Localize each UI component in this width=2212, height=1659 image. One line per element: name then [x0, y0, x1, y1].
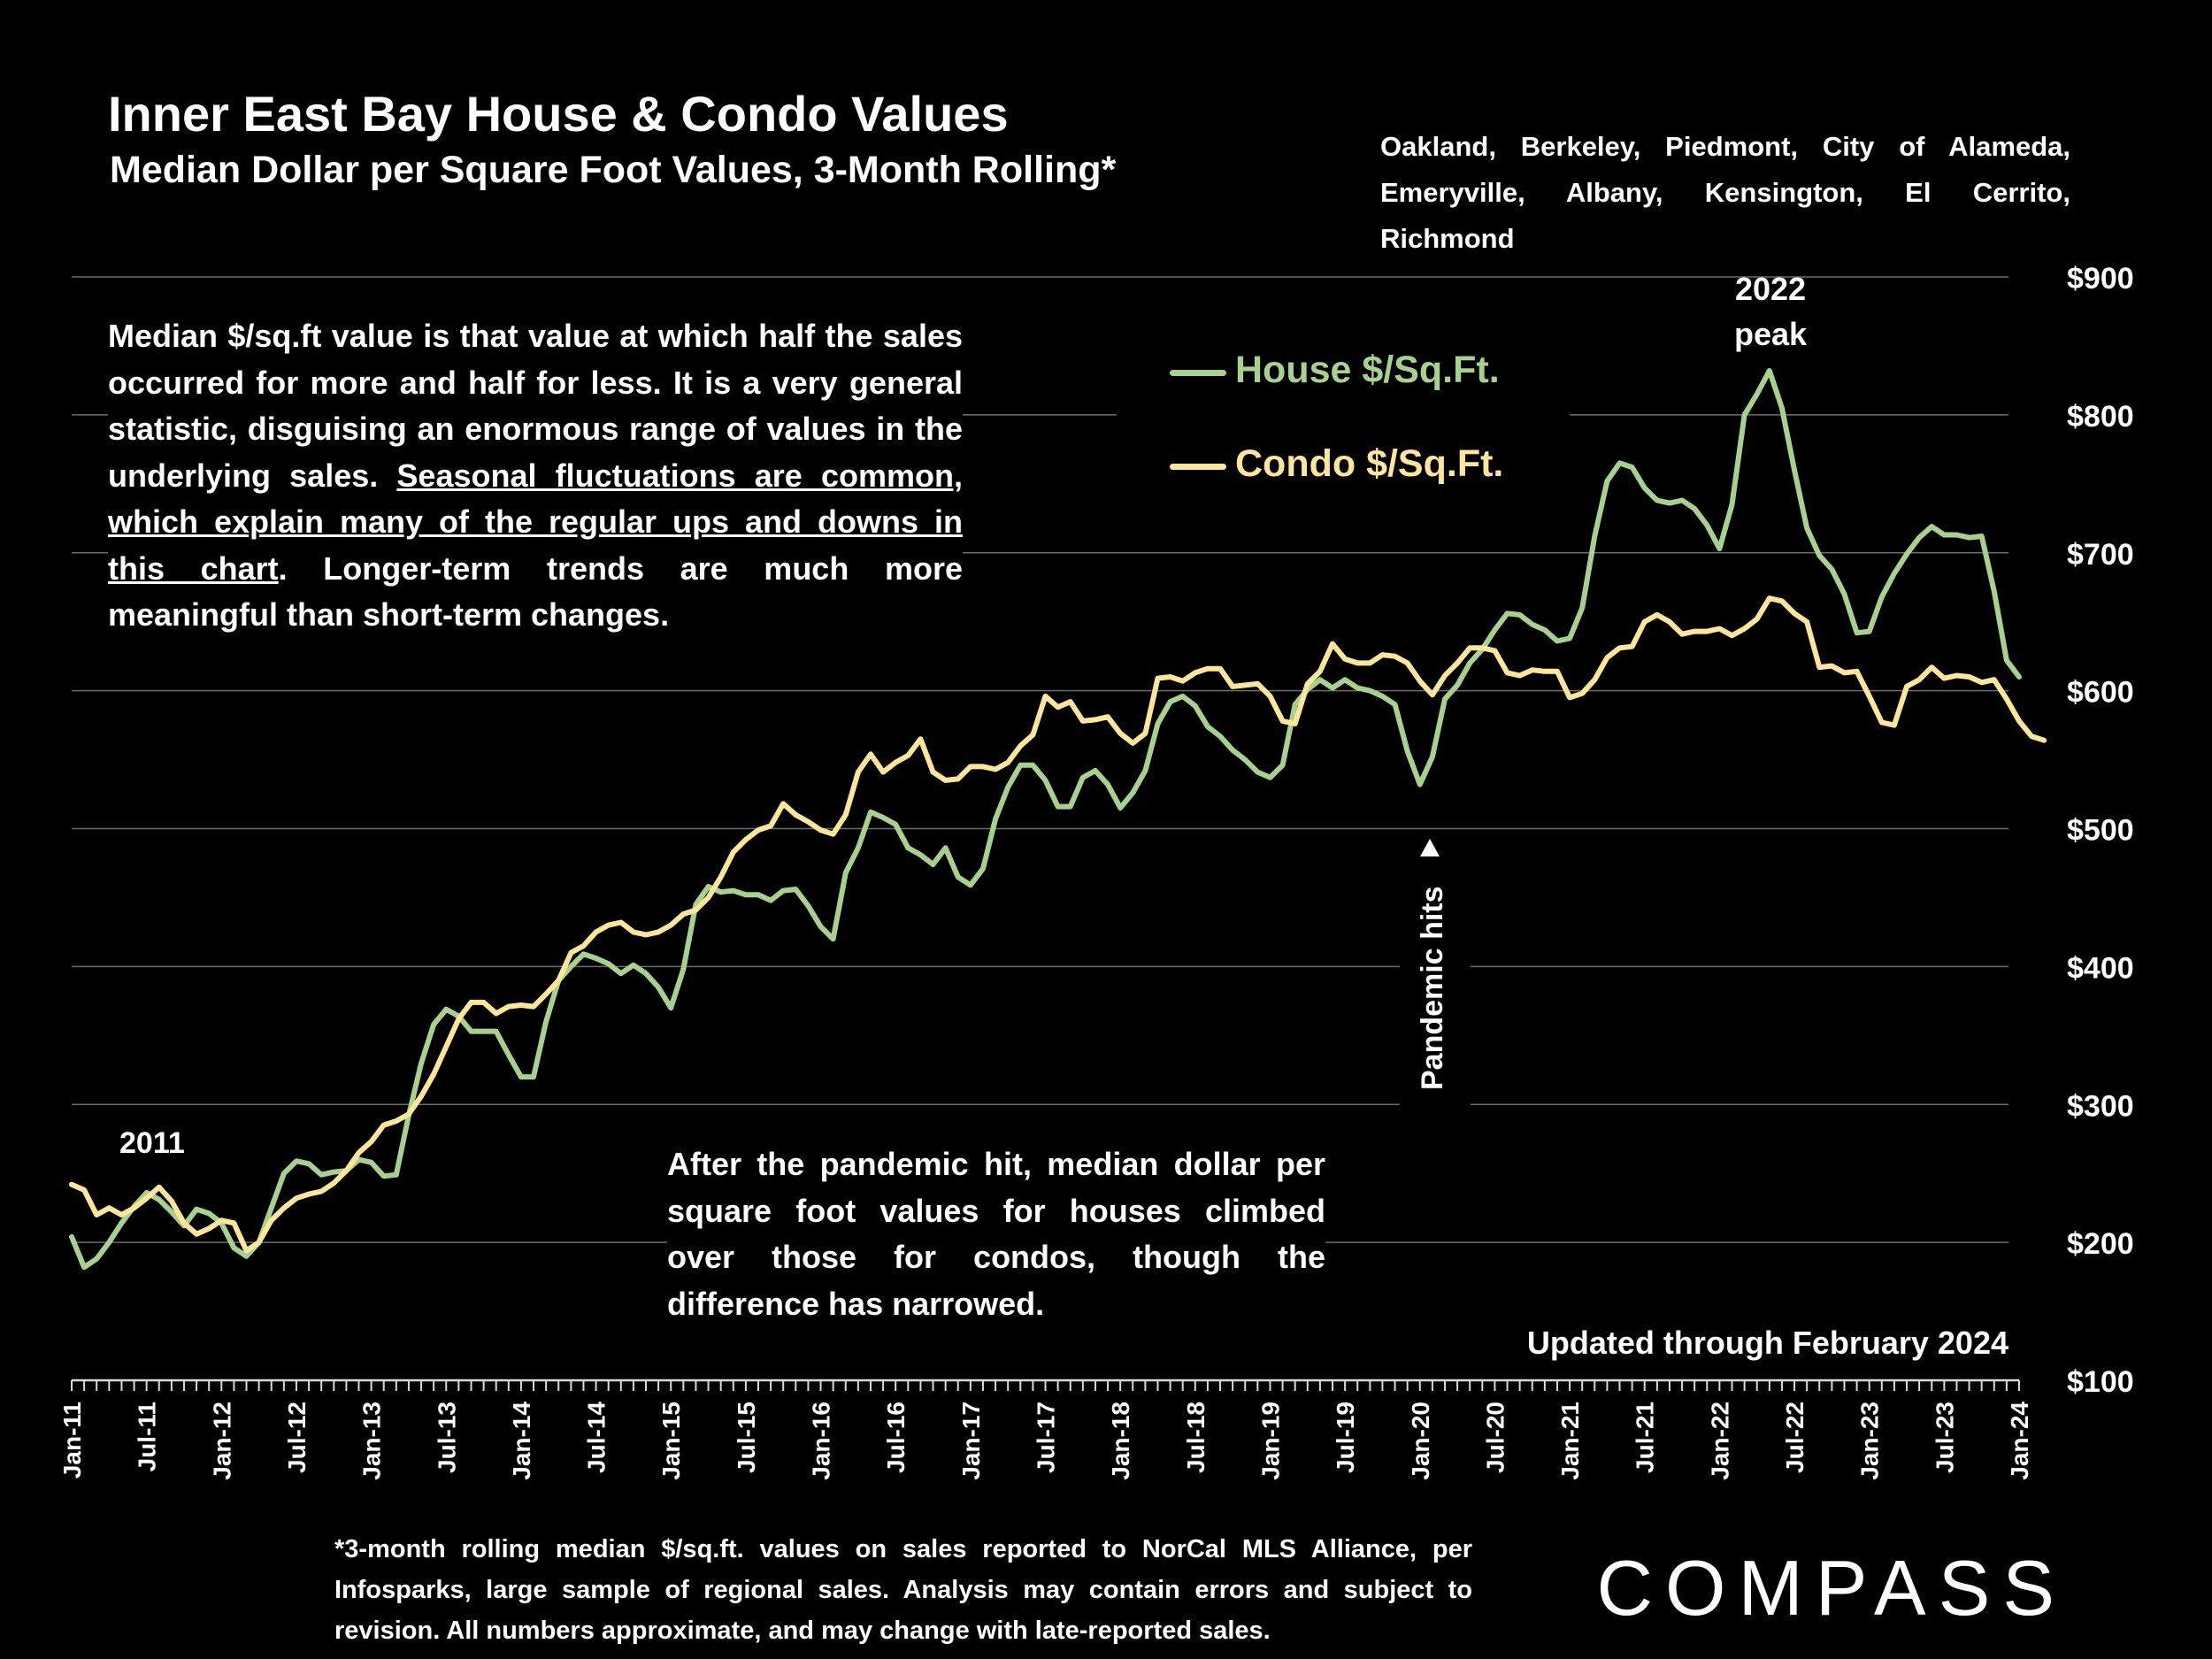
y-tick-label: $600 — [2067, 676, 2134, 710]
pandemic-note: After the pandemic hit, median dollar pe… — [667, 1141, 1325, 1327]
house-line — [69, 368, 2022, 1271]
y-tick-label: $400 — [2067, 951, 2134, 985]
x-tick-label: Jan-17 — [957, 1402, 985, 1480]
y-tick-label: $100 — [2067, 1365, 2134, 1399]
region-list: Oakland, Berkeley, Piedmont, City of Ala… — [1380, 124, 2070, 262]
x-tick-label: Jul-11 — [134, 1402, 161, 1471]
annotation-peak-year: 2022 — [1735, 271, 1806, 307]
x-tick-label: Jan-18 — [1107, 1402, 1134, 1480]
chart-subtitle: Median Dollar per Square Foot Values, 3-… — [110, 149, 1117, 191]
series-lines — [69, 368, 2047, 1271]
x-tick-label: Jul-21 — [1632, 1402, 1659, 1473]
annotation-pandemic: Pandemic hits — [1416, 886, 1449, 1090]
x-tick-label: Jul-23 — [1931, 1402, 1958, 1473]
x-tick-label: Jul-16 — [882, 1402, 910, 1473]
chart-annotations: 2011 2022 peak Pandemic hits — [119, 271, 1808, 1160]
x-tick-label: Jul-15 — [733, 1402, 760, 1473]
explanation-note: Median $/sq.ft value is that value at wh… — [108, 311, 963, 641]
x-tick-label: Jan-12 — [208, 1402, 235, 1480]
y-tick-label: $800 — [2067, 400, 2134, 434]
x-tick-label: Jan-11 — [58, 1402, 86, 1479]
x-tick-label: Jan-15 — [657, 1402, 685, 1480]
legend-house-swatch — [1170, 370, 1226, 376]
x-tick-label: Jul-22 — [1781, 1402, 1809, 1473]
updated-label: Updated through February 2024 — [1526, 1325, 2008, 1361]
legend-condo-swatch — [1170, 464, 1226, 470]
y-tick-label: $300 — [2067, 1089, 2134, 1123]
x-tick-label: Jan-19 — [1256, 1402, 1284, 1480]
compass-logo: COMPASS — [1596, 1544, 2067, 1632]
note1-text-b: . Longer-term trends are much more meani… — [108, 549, 963, 634]
x-tick-label: Jul-18 — [1182, 1402, 1210, 1473]
chart-title: Inner East Bay House & Condo Values — [108, 86, 1009, 142]
region-line-1: Oakland, Berkeley, Piedmont, City of Ala… — [1380, 131, 2070, 162]
footnote: *3-month rolling median $/sq.ft. values … — [334, 1535, 1472, 1645]
x-tick-label: Jan-21 — [1556, 1402, 1584, 1480]
x-tick-label: Jan-24 — [2006, 1402, 2033, 1480]
x-tick-label: Jan-13 — [358, 1402, 386, 1480]
legend-condo-label: Condo $/Sq.Ft. — [1235, 442, 1504, 485]
annotation-peak-word: peak — [1734, 316, 1808, 352]
y-tick-label: $500 — [2067, 814, 2134, 848]
annotation-2011: 2011 — [119, 1126, 185, 1160]
region-line-2: Emeryville, Albany, Kensington, El Cerri… — [1380, 177, 2070, 254]
x-tick-label: Jan-16 — [808, 1402, 835, 1480]
note1-text-a: Median $/sq.ft value is that value at wh… — [108, 318, 963, 494]
x-tick-label: Jul-20 — [1481, 1402, 1509, 1473]
x-tick-label: Jan-22 — [1706, 1402, 1733, 1480]
x-tick-label: Jul-19 — [1332, 1402, 1359, 1473]
x-tick-label: Jan-20 — [1407, 1402, 1434, 1480]
x-tick-label: Jul-13 — [433, 1402, 460, 1473]
y-tick-label: $900 — [2067, 262, 2134, 296]
x-tick-label: Jul-17 — [1033, 1402, 1060, 1473]
pandemic-arrow-icon — [1420, 839, 1440, 856]
x-tick-label: Jul-12 — [283, 1402, 311, 1473]
x-tick-label: Jan-14 — [508, 1402, 535, 1480]
condo-line — [69, 595, 2047, 1254]
y-axis: $100 $200 $300 $400 $500 $600 $700 $800 $900 — [2067, 262, 2134, 1399]
x-axis: Jan-11 Jul-11 Jan-12 Jul-12 Jan-13 Jul-13 Jan-… — [58, 1379, 2033, 1480]
legend: House $/Sq.Ft. Condo $/Sq.Ft. — [1117, 336, 1570, 513]
note1-underlined: Seasonal fluctuations are common, which … — [108, 457, 963, 587]
y-tick-label: $200 — [2067, 1227, 2134, 1261]
y-tick-label: $700 — [2067, 538, 2134, 572]
legend-house-label: House $/Sq.Ft. — [1235, 349, 1500, 391]
x-tick-label: Jan-23 — [1856, 1402, 1884, 1480]
x-tick-label: Jul-14 — [583, 1402, 611, 1473]
pandemic-label-box — [1400, 830, 1471, 1106]
